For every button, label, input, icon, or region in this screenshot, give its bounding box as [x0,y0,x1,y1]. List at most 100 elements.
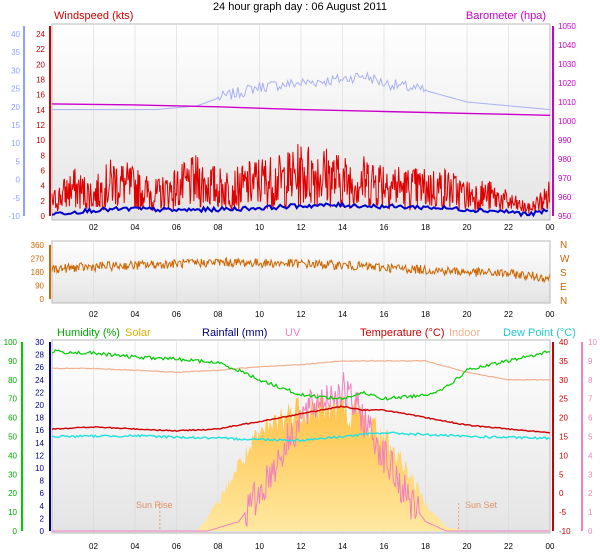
temp-x-tick-label: 08 [214,542,223,551]
uv-line [52,372,549,532]
temperature-tick-label: -10 [559,527,571,536]
temperature-tick-label: 30 [559,376,568,385]
barometer-tick-label: 950 [558,212,572,221]
temperature-tick-label: 25 [559,395,568,404]
compass-tick-label: E [560,282,567,293]
rainfall-tick-label: 12 [35,451,44,460]
windspeed-tick-label: 16 [36,91,45,100]
compass-tick-label: N [560,240,567,251]
uv-tick-label: 2 [588,489,593,498]
wind-x-tick-label: 00 [546,223,555,232]
temp-x-tick-label: 04 [131,542,140,551]
uv-tick-label: 1 [588,508,593,517]
temperature-line [51,405,551,434]
humidity-tick-label: 10 [8,508,17,517]
windspeed-tick-label: 4 [41,182,46,191]
temperature-tick-label: -5 [559,508,567,517]
faint-tick-label: -5 [13,194,21,203]
rainfall-label: Rainfall (mm) [202,327,267,339]
sun-rise-label: Sun Rise [136,500,173,510]
rainfall-tick-label: 18 [35,414,44,423]
wind-x-tick-label: 06 [172,223,181,232]
rainfall-tick-label: 28 [35,351,44,360]
wind-x-tick-label: 12 [297,223,306,232]
direction-tick-label: 0 [40,295,45,304]
uv-tick-label: 10 [588,338,597,347]
barometer-tick-label: 1000 [558,117,576,126]
rainfall-tick-label: 14 [35,439,44,448]
direction-x-tick-label: 10 [255,310,264,319]
temp-x-tick-label: 12 [297,542,306,551]
uv-tick-label: 7 [588,395,593,404]
wind-x-tick-label: 02 [89,223,98,232]
temp-x-tick-label: 20 [463,542,472,551]
temperature-tick-label: 5 [559,470,564,479]
humidity-tick-label: 20 [8,489,17,498]
rainfall-tick-label: 2 [40,514,45,523]
chart-marks: 4035302520151050-5-102422201816141210864… [4,22,598,551]
rainfall-tick-label: 4 [40,502,45,511]
solar-area [52,392,550,531]
uv-tick-label: 9 [588,357,593,366]
windspeed-tick-label: 12 [36,121,45,130]
direction-x-tick-label: 18 [421,310,430,319]
chart-title: 24 hour graph day : 06 August 2011 [213,1,387,13]
wind-x-tick-label: 20 [463,223,472,232]
direction-x-tick-label: 22 [504,310,513,319]
humidity-tick-label: 50 [8,433,17,442]
direction-tick-label: 360 [31,241,45,250]
barometer-axis-label: Barometer (hpa) [466,10,546,22]
temp-x-tick-label: 10 [255,542,264,551]
faint-tick-label: 35 [11,48,20,57]
rainfall-tick-label: 30 [35,338,44,347]
windspeed-tick-label: 6 [41,167,46,176]
rainfall-tick-label: 26 [35,363,44,372]
uv-tick-label: 0 [588,527,593,536]
humidity-tick-label: 60 [8,414,17,423]
rainfall-tick-label: 6 [40,489,45,498]
humidity-tick-label: 70 [8,395,17,404]
humidity-tick-label: 90 [8,357,17,366]
wind-gust-line [51,143,550,214]
direction-tick-label: 270 [31,255,45,264]
solar-label: Solar [125,327,151,339]
rainfall-tick-label: 10 [35,464,44,473]
temperature-tick-label: 40 [559,338,568,347]
uv-tick-label: 3 [588,470,593,479]
barometer-tick-label: 1050 [558,22,576,31]
humidity-label: Humidity (%) [57,327,120,339]
temperature-label: Temperature (°C) [360,327,444,339]
temperature-tick-label: 35 [559,357,568,366]
barometer-tick-label: 970 [558,174,572,183]
windspeed-tick-label: 18 [36,76,45,85]
direction-x-tick-label: 04 [131,310,140,319]
faint-tick-label: 30 [11,66,20,75]
wind-x-tick-label: 08 [214,223,223,232]
windspeed-tick-label: 10 [36,136,45,145]
uv-tick-label: 4 [588,451,593,460]
humidity-tick-label: 80 [8,376,17,385]
temp-x-tick-label: 22 [504,542,513,551]
barometer-tick-label: 1010 [558,98,576,107]
temperature-tick-label: 0 [559,489,564,498]
wind-x-tick-label: 14 [338,223,347,232]
faint-tick-label: 40 [11,30,20,39]
dew-point-label: Dew Point (°C) [503,327,576,339]
humidity-tick-label: 40 [8,451,17,460]
temp-x-tick-label: 18 [421,542,430,551]
humidity-line [51,349,551,401]
dew-point-line [51,431,551,443]
wind-x-tick-label: 04 [131,223,140,232]
faint-series-line [52,71,551,111]
sun-set-label: Sun Set [465,500,498,510]
wind-x-tick-label: 22 [504,223,513,232]
faint-tick-label: 10 [11,139,20,148]
direction-x-tick-label: 20 [463,310,472,319]
direction-x-tick-label: 06 [172,310,181,319]
rainfall-tick-label: 8 [40,477,45,486]
direction-tick-label: 180 [31,268,45,277]
rainfall-tick-label: 22 [35,388,44,397]
barometer-tick-label: 1020 [558,79,576,88]
windspeed-tick-label: 2 [41,197,46,206]
